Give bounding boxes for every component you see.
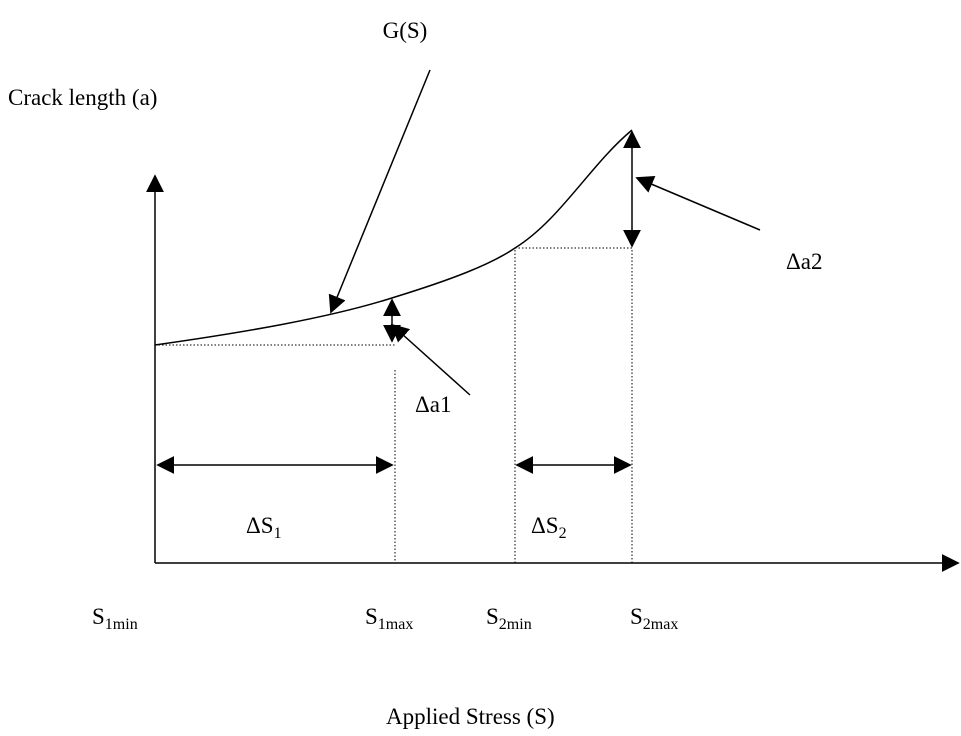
pointer-arrow <box>328 69 431 314</box>
label-base: ΔS <box>531 513 559 538</box>
label-subscript: 2max <box>643 616 679 633</box>
y-axis-label: Crack length (a) <box>8 85 157 110</box>
label-base: S <box>630 604 643 629</box>
label-subscript: 2 <box>559 525 567 542</box>
label-subscript: 1min <box>105 616 138 633</box>
delta-s2-label: ΔS2 <box>531 513 567 542</box>
s2max-label: S2max <box>630 604 678 633</box>
label-subscript: 2min <box>499 616 532 633</box>
s2min-label: S2min <box>486 604 532 633</box>
delta-s1-label: ΔS1 <box>246 513 282 542</box>
label-base: S <box>365 604 378 629</box>
curve-label: G(S) <box>383 18 428 43</box>
guide-line <box>514 247 633 563</box>
delta-a2-label: Δa2 <box>786 249 823 274</box>
delta-a1-label: Δa1 <box>415 392 452 417</box>
curve <box>154 129 633 346</box>
s1max-label: S1max <box>365 604 413 633</box>
pointer-arrow <box>635 176 761 231</box>
pointer-arrow <box>390 323 471 396</box>
label-base: ΔS <box>246 513 274 538</box>
label-base: S <box>486 604 499 629</box>
label-base: S <box>92 604 105 629</box>
s1min-label: S1min <box>92 604 138 633</box>
label-subscript: 1 <box>274 525 282 542</box>
label-subscript: 1max <box>378 616 414 633</box>
x-axis-label: Applied Stress (S) <box>386 704 555 729</box>
